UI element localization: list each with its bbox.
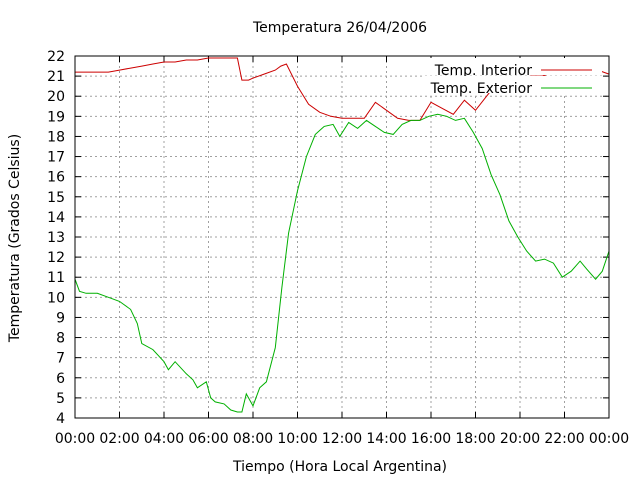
x-tick-label: 02:00 bbox=[99, 431, 139, 447]
y-tick-label: 22 bbox=[47, 49, 65, 65]
y-tick-label: 16 bbox=[47, 170, 65, 186]
x-tick-label: 04:00 bbox=[144, 431, 184, 447]
y-tick-label: 19 bbox=[47, 109, 65, 125]
y-tick-label: 8 bbox=[56, 331, 65, 347]
plot-frame bbox=[74, 55, 610, 419]
chart-title: Temperatura 26/04/2006 bbox=[252, 20, 427, 36]
y-tick-label: 6 bbox=[56, 371, 65, 387]
y-axis-label: Temperatura (Grados Celsius) bbox=[7, 134, 23, 343]
x-tick-label: 12:00 bbox=[322, 431, 362, 447]
x-tick-label: 18:00 bbox=[455, 431, 495, 447]
x-tick-label: 00:00 bbox=[55, 431, 95, 447]
y-tick-label: 13 bbox=[47, 230, 65, 246]
x-tick-label: 20:00 bbox=[500, 431, 540, 447]
grid bbox=[75, 56, 609, 418]
legend-entry-bg bbox=[424, 76, 602, 93]
y-tick-label: 11 bbox=[47, 270, 65, 286]
y-tick-label: 10 bbox=[47, 290, 65, 306]
y-tick-label: 5 bbox=[56, 391, 65, 407]
x-tick-label: 10:00 bbox=[277, 431, 317, 447]
legend-label: Temp. Exterior bbox=[430, 81, 533, 97]
x-axis-label: Tiempo (Hora Local Argentina) bbox=[232, 459, 447, 475]
y-tick-label: 21 bbox=[47, 69, 65, 85]
legend-label: Temp. Interior bbox=[434, 63, 533, 79]
x-tick-label: 14:00 bbox=[366, 431, 406, 447]
legend: Temp. Interior Temp. Exterior bbox=[424, 58, 602, 97]
x-tick-label: 16:00 bbox=[411, 431, 451, 447]
y-tick-label: 14 bbox=[47, 210, 65, 226]
x-tick-label: 22:00 bbox=[544, 431, 584, 447]
y-tick-label: 18 bbox=[47, 129, 65, 145]
x-tick-label: 00:00 bbox=[589, 431, 629, 447]
axis-ticks: 00:00 02:00 04:00 06:00 08:00 10:00 12:00 14:00… bbox=[47, 49, 629, 447]
series-line-exterior bbox=[74, 113, 610, 413]
legend-entry-bg bbox=[424, 58, 602, 75]
y-tick-label: 12 bbox=[47, 250, 65, 266]
y-tick-label: 15 bbox=[47, 190, 65, 206]
y-tick-label: 9 bbox=[56, 310, 65, 326]
y-tick-label: 7 bbox=[56, 351, 65, 367]
x-tick-label: 08:00 bbox=[233, 431, 273, 447]
x-tick-label: 06:00 bbox=[188, 431, 228, 447]
y-tick-label: 17 bbox=[47, 150, 65, 166]
y-tick-label: 20 bbox=[47, 89, 65, 105]
y-tick-label: 4 bbox=[56, 411, 65, 427]
